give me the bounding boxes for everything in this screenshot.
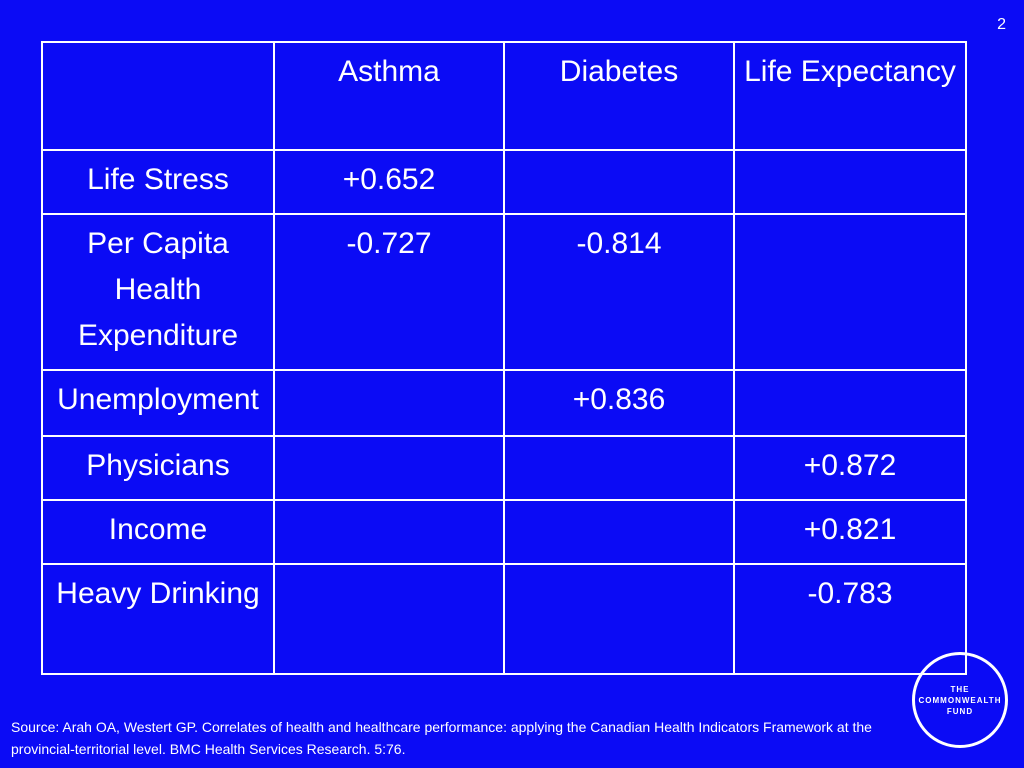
header-cell-diabetes: Diabetes xyxy=(503,41,735,151)
logo-line: COMMONWEALTH xyxy=(918,695,1002,705)
table-cell: +0.836 xyxy=(503,369,735,437)
table-cell: -0.727 xyxy=(273,213,505,371)
table-header-row: Asthma Diabetes Life Expectancy xyxy=(41,41,967,151)
table-row: Per Capita Health Expenditure -0.727 -0.… xyxy=(41,213,967,371)
header-cell-life-expectancy: Life Expectancy xyxy=(733,41,967,151)
table-cell xyxy=(733,369,967,437)
table-row: Physicians +0.872 xyxy=(41,435,967,501)
table-cell xyxy=(503,149,735,215)
commonwealth-fund-logo: THE COMMONWEALTH FUND xyxy=(912,652,1008,748)
table-cell xyxy=(273,499,505,565)
table-cell xyxy=(503,435,735,501)
table-row: Life Stress +0.652 xyxy=(41,149,967,215)
slide-number: 2 xyxy=(997,16,1006,33)
source-citation: Source: Arah OA, Westert GP. Correlates … xyxy=(11,719,872,757)
table-cell xyxy=(273,435,505,501)
table-cell xyxy=(733,213,967,371)
table-cell: -0.814 xyxy=(503,213,735,371)
table-cell xyxy=(273,563,505,675)
table-cell: +0.872 xyxy=(733,435,967,501)
row-label-per-capita-health-expenditure: Per Capita Health Expenditure xyxy=(41,213,275,371)
row-label-unemployment: Unemployment xyxy=(41,369,275,437)
table-cell: +0.652 xyxy=(273,149,505,215)
table-row: Income +0.821 xyxy=(41,499,967,565)
table-cell: -0.783 xyxy=(733,563,967,675)
logo-line: FUND xyxy=(946,706,974,716)
table-row: Heavy Drinking -0.783 xyxy=(41,563,967,675)
table-row: Unemployment +0.836 xyxy=(41,369,967,437)
table-cell: +0.821 xyxy=(733,499,967,565)
row-label-life-stress: Life Stress xyxy=(41,149,275,215)
table-cell xyxy=(503,499,735,565)
row-label-heavy-drinking: Heavy Drinking xyxy=(41,563,275,675)
correlation-table: Asthma Diabetes Life Expectancy Life Str… xyxy=(41,41,967,675)
table-cell xyxy=(503,563,735,675)
logo-line: THE xyxy=(950,684,970,694)
header-cell-empty xyxy=(41,41,275,151)
row-label-physicians: Physicians xyxy=(41,435,275,501)
header-cell-asthma: Asthma xyxy=(273,41,505,151)
table-cell xyxy=(273,369,505,437)
row-label-income: Income xyxy=(41,499,275,565)
table-cell xyxy=(733,149,967,215)
